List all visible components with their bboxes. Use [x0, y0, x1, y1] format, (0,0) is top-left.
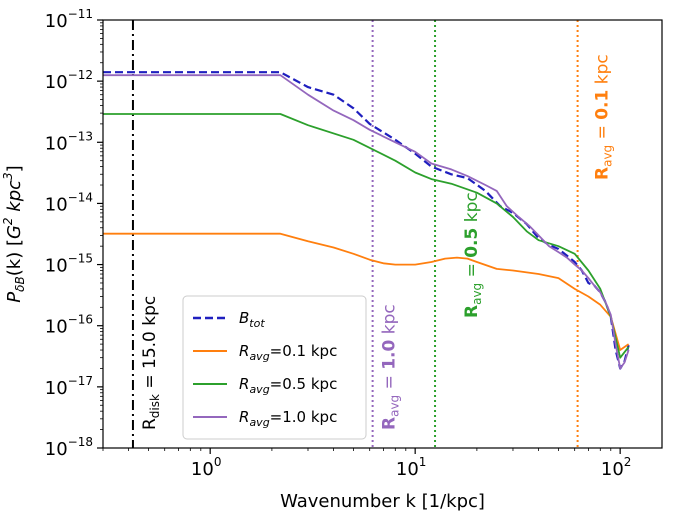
vline-label-0: Rdisk = 15.0 kpc: [140, 296, 162, 430]
x-tick-label-1: 101: [396, 455, 427, 480]
y-tick-label-2: 10−13: [45, 129, 93, 154]
y-tick-label-4: 10−15: [45, 252, 93, 277]
y-tick-label-7: 10−18: [45, 435, 93, 460]
y-tick-label-1: 10−12: [45, 68, 93, 93]
y-tick-label-3: 10−14: [45, 190, 93, 215]
x-axis-label: Wavenumber k [1/kpc]: [280, 491, 485, 512]
series-line-2: [103, 113, 630, 359]
plot-area: [103, 20, 630, 448]
legend-label-2: Ravg=0.5 kpc: [239, 375, 337, 396]
vline-label-3: Ravg = 0.1 kpc: [593, 54, 615, 180]
y-axis-label: PδB(k) [G2 kpc3]: [1, 165, 27, 302]
plot-frame: [102, 19, 663, 449]
legend-label-1: Ravg=0.1 kpc: [239, 342, 337, 363]
legend: Btot Ravg=0.1 kpc Ravg=0.5 kpc Ravg=1.0 kpc: [182, 295, 367, 440]
axes: 10−11 10−12 10−13 10−14 10−15 10−16 10−17 10−18…: [1, 7, 631, 512]
x-tick-label-2: 102: [601, 455, 632, 480]
series-line-1: [103, 232, 630, 351]
y-tick-label-6: 10−17: [45, 374, 93, 399]
legend-label-3: Ravg=1.0 kpc: [239, 408, 337, 429]
legend-box: [182, 295, 367, 440]
vline-label-1: Ravg = 1.0 kpc: [380, 304, 402, 430]
series-line-3: [103, 74, 630, 370]
x-tick-label-0: 100: [191, 455, 222, 480]
y-tick-label-5: 10−16: [45, 313, 93, 338]
series-line-0: [103, 71, 630, 370]
y-tick-label-0: 10−11: [45, 7, 93, 32]
vline-label-2: Ravg = 0.5 kpc: [462, 192, 484, 318]
legend-label-0: Btot: [239, 309, 265, 330]
